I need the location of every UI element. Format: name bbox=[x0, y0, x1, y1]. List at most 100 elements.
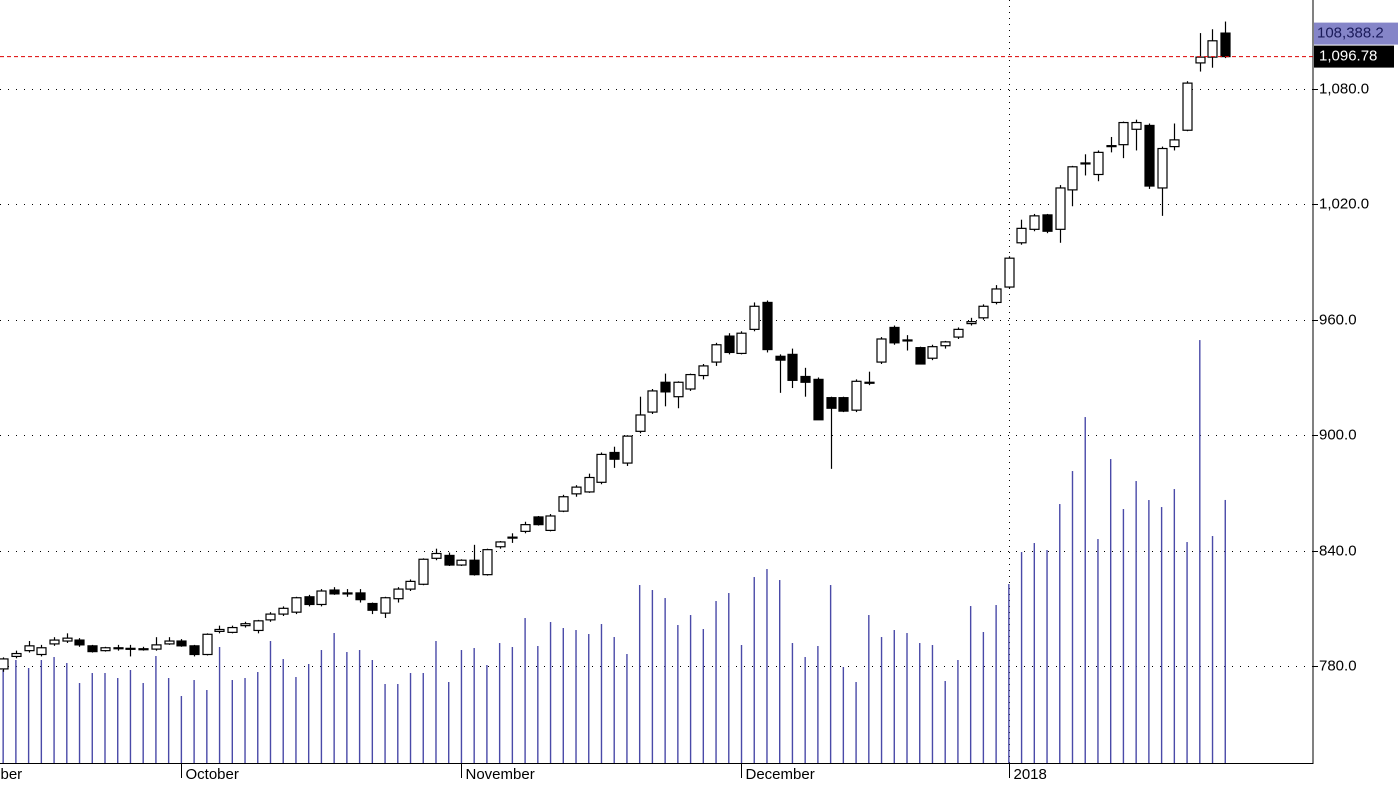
volume-bar bbox=[384, 684, 386, 763]
volume-bar bbox=[1059, 504, 1061, 763]
candle-body bbox=[685, 373, 696, 390]
candle-body bbox=[736, 332, 747, 355]
volume-bar bbox=[269, 641, 272, 763]
candle-body bbox=[596, 453, 607, 483]
volume-bar bbox=[600, 624, 603, 763]
x-tick-label: October bbox=[186, 766, 239, 783]
volume-bar bbox=[753, 577, 755, 763]
candle-body bbox=[1157, 147, 1168, 189]
candle-body bbox=[164, 640, 175, 645]
candle-body bbox=[342, 592, 353, 595]
volume-bar bbox=[231, 680, 234, 763]
volume-bar bbox=[549, 622, 552, 763]
volume-bar bbox=[155, 656, 157, 763]
volume-bar bbox=[906, 633, 908, 763]
y-tick-label: 1,020.0 bbox=[1319, 195, 1369, 212]
volume-bar bbox=[779, 580, 781, 763]
candle-body bbox=[304, 596, 315, 606]
candle-body bbox=[711, 344, 722, 363]
volume-bar bbox=[511, 647, 514, 763]
candle-body bbox=[889, 326, 900, 344]
candle-body bbox=[698, 365, 709, 377]
candle-body bbox=[151, 644, 162, 650]
candle-body bbox=[978, 305, 989, 319]
candle-body bbox=[1169, 139, 1180, 148]
candle-body bbox=[851, 380, 862, 411]
candle-body bbox=[380, 597, 391, 614]
volume-bar bbox=[817, 646, 819, 763]
volume-bar bbox=[919, 643, 921, 763]
volume-bar bbox=[1160, 507, 1163, 763]
candle-body bbox=[469, 559, 480, 576]
volume-bar bbox=[1199, 340, 1201, 763]
volume-bar bbox=[880, 637, 883, 763]
volume-bar bbox=[804, 657, 806, 763]
candle-body bbox=[316, 590, 327, 606]
candle-body bbox=[915, 347, 926, 365]
volume-bar bbox=[1186, 542, 1188, 763]
candle-body bbox=[176, 640, 187, 647]
volume-bar bbox=[1148, 500, 1150, 763]
candle-body bbox=[1220, 32, 1231, 58]
candle-body bbox=[953, 328, 964, 338]
volume-bar bbox=[868, 615, 870, 763]
volume-bar bbox=[142, 683, 144, 763]
candle-body bbox=[418, 558, 429, 585]
candle-body bbox=[609, 451, 620, 460]
volume-bar bbox=[78, 683, 81, 763]
volume-bar bbox=[728, 593, 730, 763]
y-tick-label: 840.0 bbox=[1319, 542, 1357, 559]
volume-bar bbox=[435, 641, 437, 763]
candle-body bbox=[495, 541, 506, 548]
volume-bar bbox=[829, 585, 832, 763]
last-volume-label: 108,388.2 bbox=[1317, 25, 1384, 42]
candle-body bbox=[762, 301, 773, 351]
candle-body bbox=[253, 620, 264, 632]
volume-bar bbox=[982, 632, 985, 763]
volume-bar bbox=[486, 665, 488, 763]
volume-bar bbox=[129, 670, 132, 763]
candle-body bbox=[940, 341, 951, 347]
volume-bar bbox=[358, 650, 361, 763]
candle-body bbox=[1080, 162, 1091, 165]
candle-body bbox=[927, 346, 938, 359]
volume-bar bbox=[1008, 584, 1010, 763]
volume-bar bbox=[206, 690, 208, 763]
volume-bar bbox=[307, 664, 310, 763]
candle-body bbox=[571, 486, 582, 495]
candle-body bbox=[1055, 187, 1066, 230]
last-price-box bbox=[1314, 45, 1394, 68]
y-tick-label: 960.0 bbox=[1319, 311, 1357, 328]
volume-bar bbox=[295, 677, 297, 763]
last-price-label: 1,096.78 bbox=[1319, 48, 1377, 65]
candle-body bbox=[24, 645, 35, 652]
candle-body bbox=[545, 515, 556, 532]
x-tick-label: December bbox=[746, 766, 815, 783]
y-tick-label: 900.0 bbox=[1319, 426, 1357, 443]
candle-body bbox=[1093, 151, 1104, 176]
volume-bar bbox=[422, 673, 424, 763]
volume-bar bbox=[1224, 499, 1226, 763]
candle-body bbox=[265, 613, 276, 621]
volume-bar bbox=[498, 643, 501, 763]
volume-bar bbox=[842, 667, 845, 763]
volume-bar bbox=[257, 672, 259, 763]
candle-body bbox=[660, 381, 671, 393]
volume-bar bbox=[167, 678, 170, 763]
candle-body bbox=[1067, 166, 1078, 191]
candle-body bbox=[966, 321, 977, 325]
candle-body bbox=[202, 633, 213, 656]
candle-body bbox=[49, 639, 60, 645]
volume-bar bbox=[689, 615, 692, 763]
volume-bar bbox=[702, 629, 705, 763]
candle-body bbox=[214, 628, 225, 633]
volume-bar bbox=[575, 630, 577, 763]
candle-body bbox=[520, 524, 531, 532]
candle-body bbox=[1016, 227, 1027, 244]
volume-bar bbox=[1020, 552, 1023, 763]
volume-bar bbox=[1084, 417, 1086, 763]
volume-bar bbox=[677, 625, 679, 763]
candle-body bbox=[62, 637, 73, 642]
